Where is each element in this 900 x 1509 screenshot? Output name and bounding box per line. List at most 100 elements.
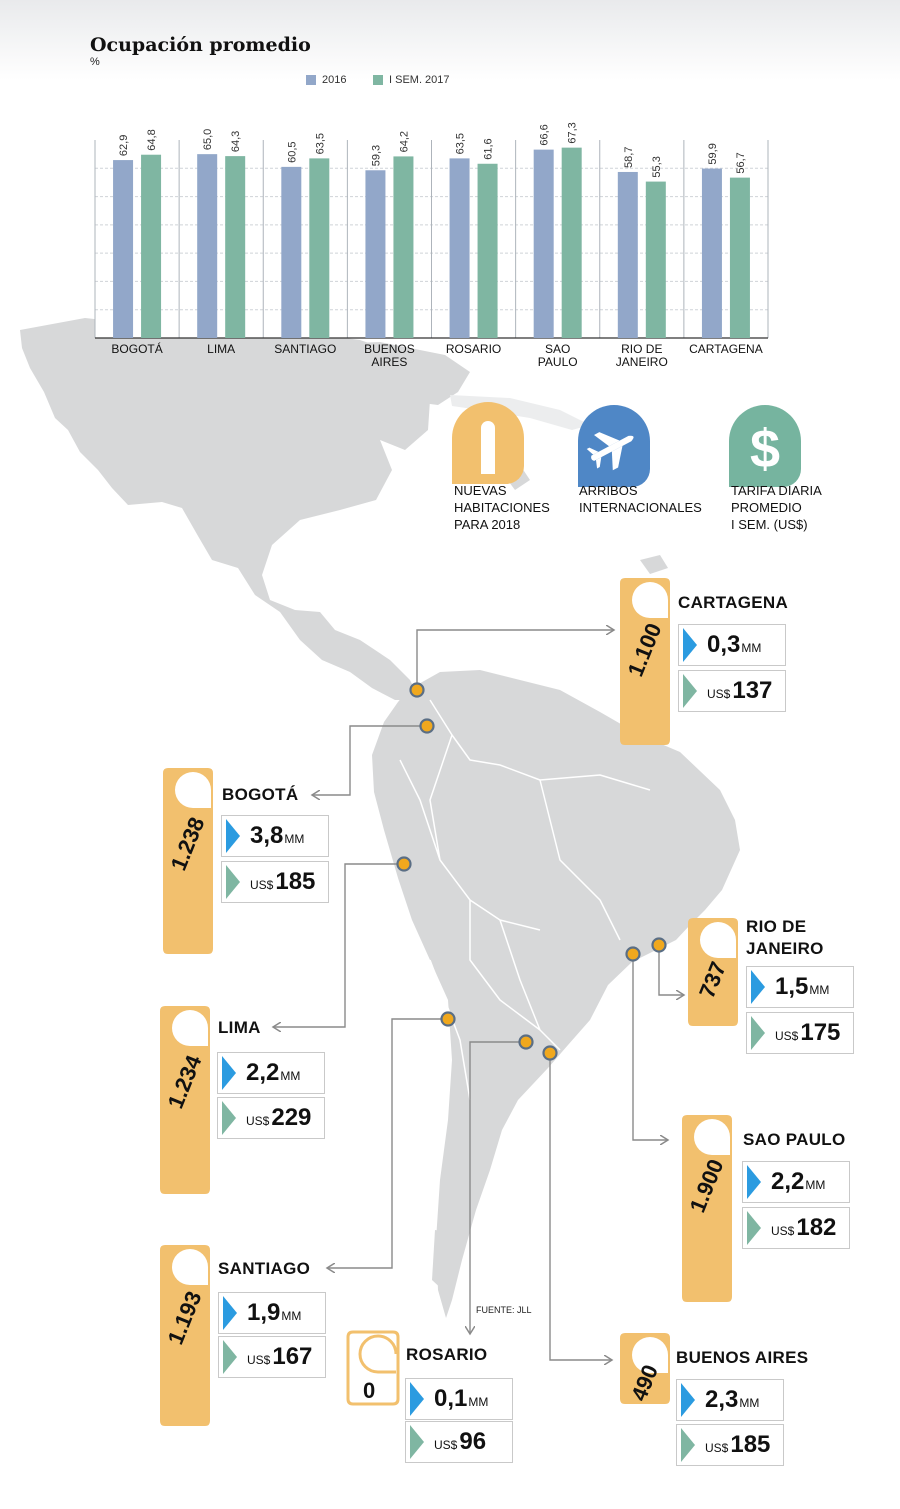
data-label: 60,5	[286, 141, 298, 162]
arrivals-value: 3,8	[250, 822, 284, 849]
dot-rosario	[518, 1034, 534, 1050]
arrivals-value: 1,5	[775, 973, 809, 1000]
arrivals-box-saopaulo: 2,2 MM	[742, 1161, 850, 1203]
arrivals-unit: MM	[739, 1396, 760, 1410]
data-label: 61,6	[483, 138, 495, 159]
connector-saopaulo	[632, 954, 668, 1140]
rate-currency: US$	[775, 1029, 799, 1043]
bar	[449, 158, 470, 338]
legend-rooms-label: NUEVAS HABITACIONES PARA 2018	[454, 483, 550, 532]
city-name-bogota: BOGOTÁ	[222, 785, 299, 804]
rate-box-saopaulo: US$ 182	[742, 1207, 850, 1249]
rate-value: 229	[271, 1104, 312, 1131]
x-tick-label: BOGOTÁ	[111, 341, 162, 356]
data-label: 63,5	[455, 133, 467, 154]
rate-currency: US$	[247, 1353, 271, 1367]
arrivals-value: 2,2	[246, 1059, 280, 1086]
x-tick-label: LIMA	[207, 342, 235, 356]
source-note: FUENTE: JLL	[476, 1305, 532, 1315]
city-name-saopaulo: SAO PAULO	[743, 1130, 846, 1149]
data-label: 59,9	[707, 143, 719, 164]
city-name-rosario: ROSARIO	[406, 1345, 488, 1364]
arrivals-box-cartagena: 0,3 MM	[678, 624, 786, 666]
arrivals-unit: MM	[280, 1069, 301, 1083]
city-name-cartagena: CARTAGENA	[678, 593, 789, 612]
rate-box-cartagena: US$ 137	[678, 670, 786, 712]
bar	[645, 181, 666, 338]
dollar-icon: $	[729, 405, 801, 487]
bar	[141, 154, 162, 338]
svg-text:$: $	[750, 419, 780, 479]
rate-currency: US$	[705, 1441, 729, 1455]
bar	[281, 166, 302, 338]
connector-rosario	[470, 1041, 526, 1334]
x-tick-label: SAO PAULO	[538, 342, 578, 369]
rooms-rosario: 0	[363, 1378, 376, 1403]
rate-value: 96	[459, 1428, 487, 1455]
connector-buenosaires	[549, 1053, 612, 1360]
airplane-icon	[578, 405, 650, 487]
legend-label-2016: 2016	[322, 74, 347, 86]
rate-box-santiago: US$ 167	[218, 1336, 326, 1378]
rate-currency: US$	[250, 878, 274, 892]
arrivals-box-lima: 2,2 MM	[217, 1052, 325, 1094]
x-tick-label: BUENOS AIRES	[364, 342, 415, 369]
arrivals-value: 2,3	[705, 1386, 739, 1413]
chart-title: Ocupación promedio	[90, 34, 311, 56]
data-label: 62,9	[118, 135, 130, 156]
door-hanger-icon	[452, 402, 524, 484]
rate-value: 182	[796, 1214, 837, 1241]
arrivals-value: 1,9	[247, 1299, 281, 1326]
rate-currency: US$	[771, 1224, 795, 1238]
hanger-bogota	[163, 768, 213, 954]
legend-label-2017: I SEM. 2017	[389, 74, 450, 86]
data-label: 67,3	[567, 122, 579, 143]
legend-arrivals-label: ARRIBOS INTERNACIONALES	[579, 483, 702, 515]
hanger-lima	[160, 1006, 210, 1194]
bar	[701, 168, 722, 338]
connector-santiago	[327, 1018, 448, 1268]
bar	[309, 158, 330, 338]
data-label: 56,7	[735, 152, 747, 173]
hanger-rosario	[346, 1330, 400, 1406]
arrivals-box-bogota: 3,8 MM	[221, 815, 329, 857]
legend-item-2016: 2016	[306, 72, 346, 88]
rate-arrow-icon	[410, 1425, 424, 1459]
arrivals-unit: MM	[281, 1309, 302, 1323]
dot-bogota	[419, 718, 435, 734]
rate-currency: US$	[246, 1114, 270, 1128]
connector-lima	[273, 863, 404, 1027]
connector-cartagena	[416, 630, 614, 690]
arrivals-arrow-icon	[223, 1296, 237, 1330]
rate-box-bogota: US$ 185	[221, 861, 329, 903]
rate-arrow-icon	[751, 1016, 765, 1050]
bar	[617, 171, 638, 338]
x-tick-label: ROSARIO	[446, 342, 501, 356]
rate-value: 167	[272, 1343, 313, 1370]
rate-box-buenosaires: US$ 185	[676, 1424, 784, 1466]
arrivals-arrow-icon	[410, 1382, 424, 1416]
arrivals-value: 2,2	[771, 1168, 805, 1195]
city-name-santiago: SANTIAGO	[218, 1259, 311, 1278]
rate-arrow-icon	[222, 1101, 236, 1135]
bar	[393, 156, 414, 338]
data-label: 66,6	[539, 124, 551, 145]
data-label: 64,8	[146, 129, 158, 150]
arrivals-unit: MM	[809, 983, 830, 997]
data-label: 63,5	[314, 133, 326, 154]
hanger-buenosaires	[620, 1333, 670, 1404]
header-band	[0, 0, 900, 80]
arrivals-arrow-icon	[751, 970, 765, 1004]
arrivals-value: 0,1	[434, 1385, 468, 1412]
rate-box-rio: US$ 175	[746, 1012, 854, 1054]
rate-box-rosario: US$ 96	[405, 1421, 513, 1463]
dot-cartagena	[409, 682, 425, 698]
x-tick-label: RIO DE JANEIRO	[616, 342, 668, 369]
rate-arrow-icon	[747, 1211, 761, 1245]
data-label: 65,0	[202, 129, 214, 150]
data-label: 64,2	[398, 131, 410, 152]
rate-box-lima: US$ 229	[217, 1097, 325, 1139]
